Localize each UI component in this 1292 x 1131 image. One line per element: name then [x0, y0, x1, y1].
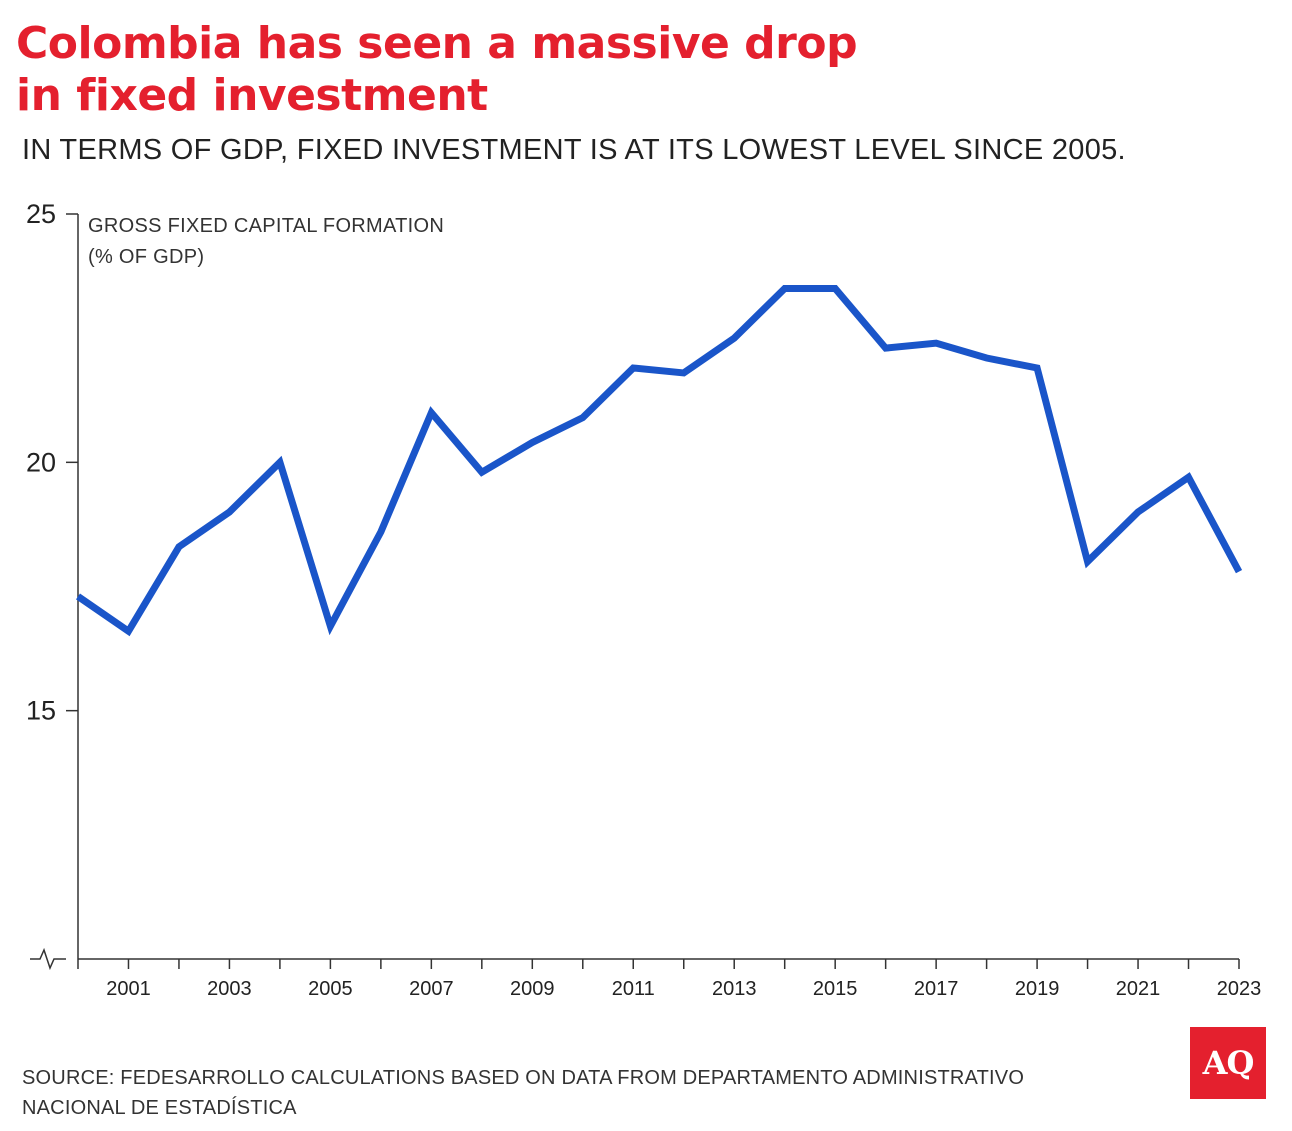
y-axis-label-line-1: GROSS FIXED CAPITAL FORMATION [88, 215, 444, 237]
y-tick-label-20: 20 [26, 447, 56, 477]
x-tick-label-2007: 2007 [409, 978, 454, 1000]
x-tick-label-2011: 2011 [612, 978, 655, 1000]
aq-logo-text: AQ [1202, 1044, 1255, 1082]
y-axis-label-line-2: (% OF GDP) [88, 246, 204, 268]
source-line-1: SOURCE: FEDESARROLLO CALCULATIONS BASED … [22, 1067, 1025, 1089]
chart-title-line-2: in fixed investment [16, 70, 488, 121]
chart-title-line-1: Colombia has seen a massive drop [16, 18, 858, 69]
x-tick-label-2003: 2003 [207, 978, 252, 1000]
aq-logo: AQ [1190, 1027, 1266, 1099]
y-tick-label-25: 25 [26, 199, 56, 229]
source-line-2: NACIONAL DE ESTADÍSTICA [22, 1097, 297, 1119]
x-tick-label-2023: 2023 [1217, 978, 1262, 1000]
chart-title: Colombia has seen a massive drop in fixe… [16, 18, 1016, 122]
x-tick-label-2021: 2021 [1116, 978, 1161, 1000]
x-tick-label-2013: 2013 [712, 978, 757, 1000]
x-tick-label-2005: 2005 [308, 978, 353, 1000]
x-tick-label-2015: 2015 [813, 978, 858, 1000]
source-note: SOURCE: FEDESARROLLO CALCULATIONS BASED … [22, 1063, 1122, 1123]
x-tick-label-2009: 2009 [510, 978, 555, 1000]
x-tick-label-2019: 2019 [1015, 978, 1060, 1000]
chart-subtitle: IN TERMS OF GDP, FIXED INVESTMENT IS AT … [22, 134, 1126, 166]
x-tick-label-2017: 2017 [914, 978, 959, 1000]
line-chart: 15 20 25 2001 2003 2005 2007 2009 2011 2013 2015 20… [26, 199, 1262, 1000]
y-tick-label-15: 15 [26, 696, 56, 726]
x-tick-label-2001: 2001 [106, 978, 151, 1000]
series-line-0 [76, 285, 1243, 637]
y-axis-break [30, 947, 66, 971]
